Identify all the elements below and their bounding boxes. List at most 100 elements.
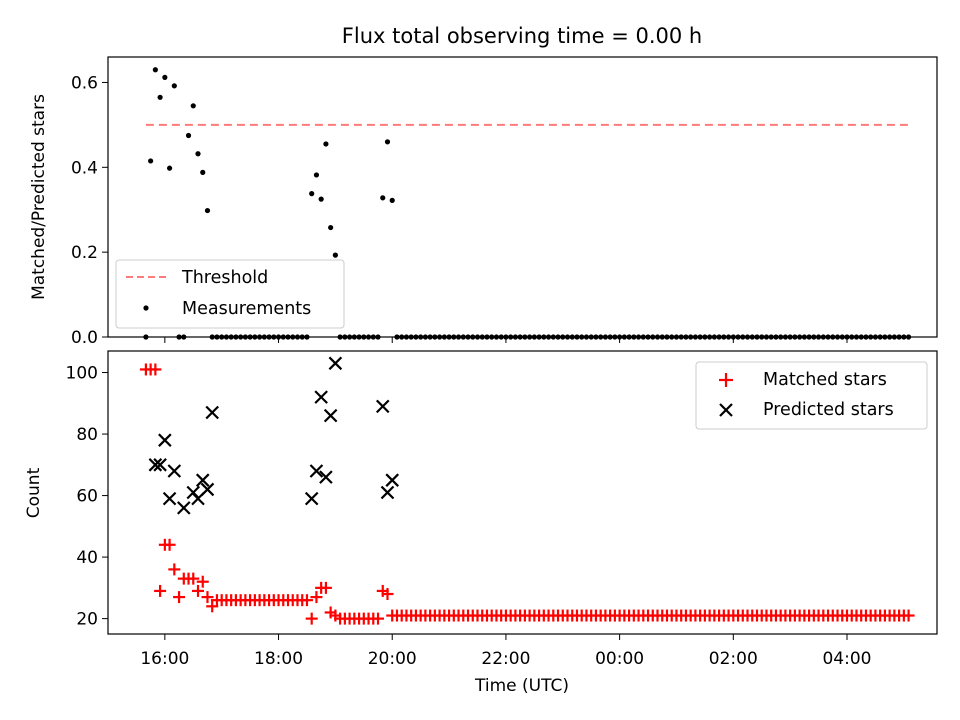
matched-star-point [319,581,332,594]
measurement-point [204,207,211,214]
x-tick-label: 00:00 [595,649,644,669]
matched-star-point [305,612,318,625]
legend-predicted-swatch [719,403,733,417]
legend-matched-swatch [719,373,733,387]
y-tick-label: 60 [76,487,98,507]
predicted-star-point [385,473,400,487]
predicted-star-b [314,390,328,404]
matched-star-point [300,594,313,607]
x-tick-label: 20:00 [368,649,417,669]
measurement-point [162,74,168,80]
matched-star-point [196,575,209,588]
matched-star-point [372,612,385,625]
predicted-star-b [380,485,395,500]
measurement-point [323,141,329,147]
y-tick-label: 0.2 [71,243,98,263]
x-tick-label: 02:00 [709,649,758,669]
matched-star-point [310,591,323,604]
legend-predicted-label: Predicted stars [763,400,894,420]
y-tick-label: 0.6 [71,73,98,93]
y-tick-label: 20 [76,610,98,630]
bottom-panel: 20 40 60 80 100 16:00 18:00 20:00 22:00 00:00 02:… [24,350,938,696]
measurement-point [332,252,338,258]
predicted-star-b [158,433,172,447]
bottom-legend-box [695,361,928,430]
legend-matched-label: Matched stars [763,370,887,390]
top-panel: 0.0 0.2 0.4 0.6 Matched/Predicted stars Thr… [29,56,938,348]
predicted-star-point [314,390,328,404]
predicted-star-b [328,356,343,371]
y-tick-label: 0.0 [71,328,98,348]
bottom-axes-frame [107,350,938,635]
measurement-point [389,197,395,203]
x-tick-label: 18:00 [254,649,303,669]
predicted-star-point [323,408,338,423]
top-y-ticks: 0.0 0.2 0.4 0.6 [71,73,108,348]
predicted-star-point [195,473,210,487]
predicted-star-b [200,482,215,497]
legend-measurements-label: Measurements [182,299,311,319]
matched-star-point [201,591,214,604]
matched-star-point [206,600,219,613]
bottom-x-ticks: 16:00 18:00 20:00 22:00 00:00 02:00 04:00 [140,634,871,669]
predicted-star-b [148,458,163,472]
bottom-plot-marks [139,356,915,625]
chart-title: Flux total observing time = 0.00 h [342,24,702,48]
predicted-star-point [328,356,343,371]
matched-star-point [163,538,176,551]
x-tick-label: 16:00 [140,649,189,669]
predicted-star-point [200,482,215,497]
predicted-star-b [385,473,400,487]
y-tick-label: 40 [76,548,98,568]
top-plot-marks [143,67,912,340]
measurement-point [380,195,386,201]
predicted-star-point [177,501,191,515]
bottom-legend: Matched stars Predicted stars [695,361,928,430]
predicted-star-b [304,491,319,506]
measurement-point [152,67,158,73]
measurement-point [318,196,324,202]
measurement-point [309,191,315,197]
legend-threshold-label: Threshold [181,268,268,288]
x-tick-label: 04:00 [822,649,871,669]
measurement-point [171,83,177,89]
predicted-star-b [167,464,182,478]
y-tick-label: 80 [76,425,98,445]
measurement-point [157,94,163,100]
predicted-star-point [304,491,319,506]
measurement-point [328,224,334,231]
matched-star-point [324,606,337,619]
measurement-point [313,172,320,178]
top-legend-box [115,259,345,329]
x-axis-label: Time (UTC) [474,676,569,696]
measurement-point [185,132,192,139]
predicted-star-point [162,491,177,506]
x-tick-label: 22:00 [481,649,530,669]
matched-star-point [902,609,915,622]
matched-star-point [149,363,162,376]
measurement-point [200,169,206,175]
predicted-star-b [319,470,333,484]
y-tick-label: 100 [66,364,98,384]
legend-measurements-swatch [143,305,149,311]
predicted-star-b [205,405,219,420]
predicted-star-b [177,501,191,515]
predicted-star-point [380,485,395,500]
y-tick-label: 0.4 [71,158,98,178]
predicted-star-b [162,491,177,506]
predicted-star-point [167,464,182,478]
matched-star-point [192,584,205,597]
measurement-point [148,158,154,164]
measurement-point [195,151,201,157]
predicted-star-point [375,399,390,414]
predicted-star-b [309,464,324,478]
predicted-star-point [309,464,324,478]
matched-star-point [168,563,181,576]
predicted-star-b [153,458,167,472]
measurement-point [190,103,196,109]
top-axes-frame [107,56,938,338]
predicted-star-point [205,405,219,420]
predicted-star-b [195,473,210,487]
bottom-y-axis-label: Count [24,467,44,518]
